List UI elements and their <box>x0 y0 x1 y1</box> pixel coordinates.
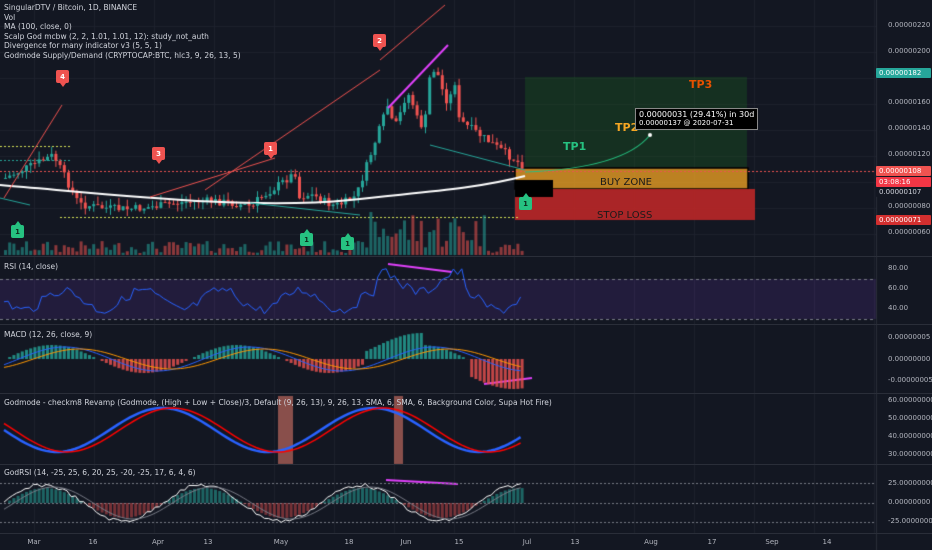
tp3-price-tag: 0.00000182 <box>876 68 931 78</box>
current-price-tag: 0.00000108 <box>876 166 931 176</box>
time-tick: 13 <box>570 538 580 546</box>
godmode-pane-title[interactable]: Godmode - checkm8 Revamp (Godmode, (High… <box>4 398 552 407</box>
buy-signal-marker[interactable]: 1 <box>11 221 24 238</box>
godrsi-pane-title[interactable]: GodRSI (14, -25, 25, 6, 20, 25, -20, -25… <box>4 468 196 477</box>
pane-separator[interactable] <box>0 464 932 465</box>
buy-signal-marker[interactable]: 1 <box>341 233 354 250</box>
time-tick: Apr <box>151 538 165 546</box>
price-tick: 0.00000200 <box>888 47 931 55</box>
sell-signal-marker[interactable]: 2 <box>373 34 386 51</box>
rsi-pane-title[interactable]: RSI (14, close) <box>4 262 59 271</box>
time-tick: 16 <box>88 538 98 546</box>
pane-separator[interactable] <box>0 256 932 257</box>
time-tick: May <box>273 538 289 546</box>
sell-signal-marker[interactable]: 4 <box>56 70 69 87</box>
macd-pane-title[interactable]: MACD (12, 26, close, 9) <box>4 330 93 339</box>
godmode-tick: 60.00000000 <box>888 396 932 404</box>
sell-signal-marker[interactable]: 1 <box>264 142 277 159</box>
legend-line-divergence[interactable]: Divergence for many indicator v3 (5, 5, … <box>4 41 162 51</box>
level-107-tag: 0.00000107 <box>876 187 931 197</box>
macd-tick: 0.00000005 <box>888 333 931 341</box>
time-tick: 14 <box>822 538 832 546</box>
time-tick: 15 <box>454 538 464 546</box>
price-tick: 0.00000220 <box>888 21 931 29</box>
stop-loss-label: STOP LOSS <box>597 210 653 221</box>
tp3-label: TP3 <box>689 78 713 91</box>
godrsi-tick: -25.00000000 <box>888 517 932 525</box>
godmode-tick: 40.00000000 <box>888 432 932 440</box>
legend-line-supply-demand[interactable]: Godmode Supply/Demand (CRYPTOCAP:BTC, hl… <box>4 50 241 60</box>
chart-legend: SingularDTV / Bitcoin, 1D, BINANCE Vol M… <box>4 3 241 61</box>
bar-countdown-tag: 03:08:16 <box>876 177 931 187</box>
time-tick: 17 <box>707 538 717 546</box>
godmode-tick: 50.00000000 <box>888 414 932 422</box>
price-tick: 0.00000080 <box>888 202 931 210</box>
rsi-tick: 60.00 <box>888 284 909 292</box>
time-tick: Jun <box>400 538 412 546</box>
stop-price-tag: 0.00000071 <box>876 215 931 225</box>
pane-separator[interactable] <box>0 393 932 394</box>
pane-separator[interactable] <box>0 533 932 534</box>
pane-separator[interactable] <box>0 324 932 325</box>
rsi-tick: 40.00 <box>888 304 909 312</box>
price-tick: 0.00000120 <box>888 150 931 158</box>
tp1-label: TP1 <box>563 140 587 153</box>
time-tick: Jul <box>522 538 532 546</box>
time-tick: 18 <box>344 538 354 546</box>
buy-zone-label: BUY ZONE <box>600 177 652 188</box>
projection-target: 0.00000137 @ 2020-07-31 <box>639 119 734 127</box>
buy-signal-marker[interactable]: 1 <box>519 193 532 210</box>
sell-signal-marker[interactable]: 3 <box>152 147 165 164</box>
price-tick: 0.00000160 <box>888 98 931 106</box>
macd-tick: 0.00000000 <box>888 355 931 363</box>
tp2-label: TP2 <box>615 121 639 134</box>
legend-line-ma[interactable]: MA (100, close, 0) <box>4 22 72 32</box>
godrsi-tick: 25.00000000 <box>888 479 932 487</box>
price-tick: 0.00000140 <box>888 124 931 132</box>
godrsi-tick: 0.00000000 <box>888 498 931 506</box>
time-tick: Mar <box>27 538 41 546</box>
legend-line-scalp[interactable]: Scalp God mcbw (2, 2, 1.01, 1.01, 12): s… <box>4 31 209 41</box>
symbol-title[interactable]: SingularDTV / Bitcoin, 1D, BINANCE <box>4 3 138 12</box>
time-tick: Sep <box>765 538 779 546</box>
price-tick: 0.00000060 <box>888 228 931 236</box>
buy-signal-marker[interactable]: 1 <box>300 229 313 246</box>
time-tick: Aug <box>644 538 658 546</box>
projection-change: 0.00000031 (29.41%) in 30d <box>639 110 755 119</box>
legend-line-vol[interactable]: Vol <box>4 12 16 22</box>
price-projection-box[interactable]: 0.00000031 (29.41%) in 30d 0.00000137 @ … <box>635 108 759 130</box>
macd-tick: -0.00000005 <box>888 376 932 384</box>
rsi-tick: 80.00 <box>888 264 909 272</box>
time-tick: 13 <box>203 538 213 546</box>
godmode-tick: 30.00000000 <box>888 450 932 458</box>
